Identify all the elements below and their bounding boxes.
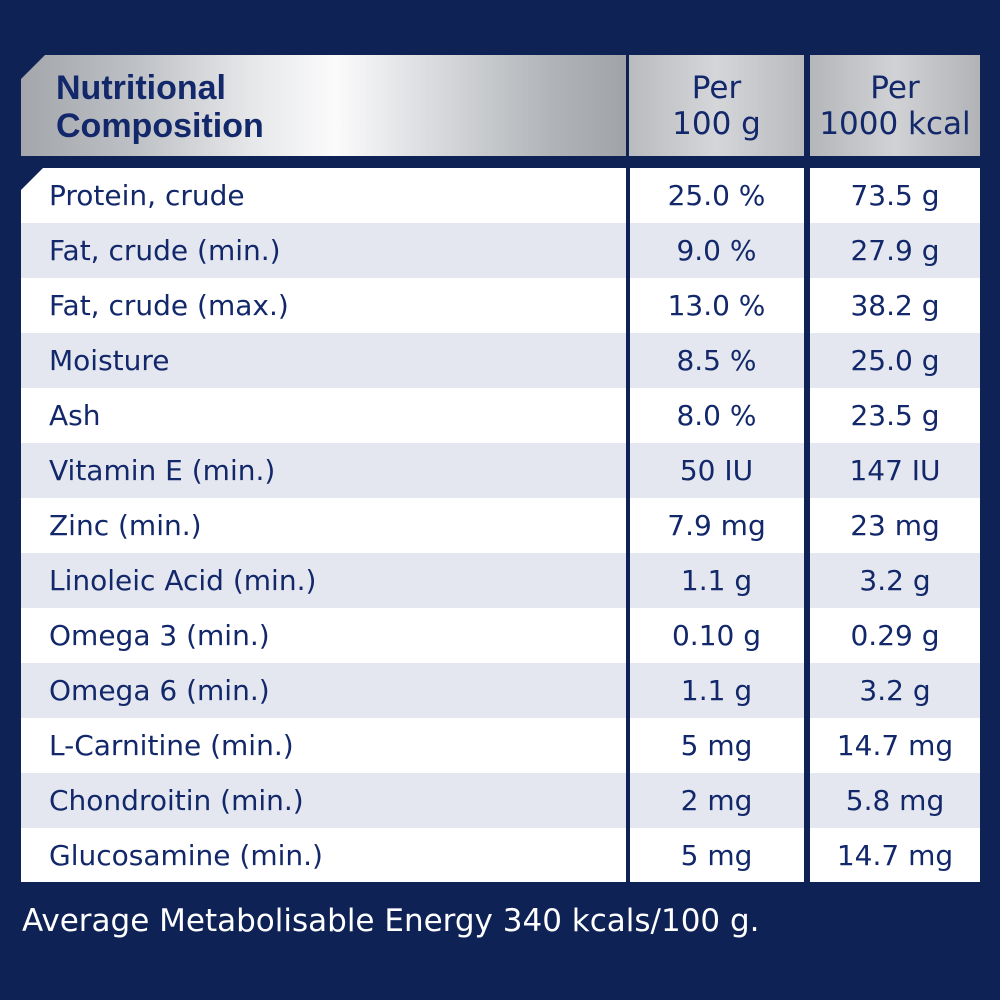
table-row: Linoleic Acid (min.) 1.1 g 3.2 g (21, 553, 980, 608)
nutrient-name: Moisture (49, 344, 170, 377)
table-row: Omega 6 (min.) 1.1 g 3.2 g (21, 663, 980, 718)
nutrient-name: Protein, crude (49, 179, 245, 212)
column-divider (626, 168, 630, 882)
value-per-1000kcal: 23.5 g (850, 399, 940, 432)
value-per-1000kcal: 147 IU (849, 454, 941, 487)
nutrient-name: Vitamin E (min.) (49, 454, 276, 487)
value-per-1000kcal: 5.8 mg (845, 784, 945, 817)
nutrient-name: Linoleic Acid (min.) (49, 564, 317, 597)
value-per-1000kcal: 0.29 g (850, 619, 940, 652)
value-per-100g: 8.0 % (676, 399, 757, 432)
value-per-1000kcal: 23 mg (850, 509, 940, 542)
value-per-1000kcal: 25.0 g (850, 344, 940, 377)
table-row: Vitamin E (min.) 50 IU 147 IU (21, 443, 980, 498)
value-per-100g: 1.1 g (680, 674, 753, 707)
value-per-100g: 7.9 mg (667, 509, 766, 542)
energy-footnote: Average Metabolisable Energy 340 kcals/1… (22, 903, 760, 939)
nutrient-name: Omega 3 (min.) (49, 619, 270, 652)
nutrient-name: Ash (49, 399, 101, 432)
table-row: Chondroitin (min.) 2 mg 5.8 mg (21, 773, 980, 828)
value-per-100g: 50 IU (679, 454, 754, 487)
value-per-100g: 5 mg (680, 729, 753, 762)
header-per100-line2: 100 g (672, 106, 761, 142)
nutrient-name: L-Carnitine (min.) (49, 729, 294, 762)
table-row: Zinc (min.) 7.9 mg 23 mg (21, 498, 980, 553)
nutrient-name: Zinc (min.) (49, 509, 202, 542)
value-per-1000kcal: 14.7 mg (836, 839, 954, 872)
table-row: Omega 3 (min.) 0.10 g 0.29 g (21, 608, 980, 663)
nutrient-name: Omega 6 (min.) (49, 674, 270, 707)
header-per-1000kcal: Per 1000 kcal (810, 55, 980, 156)
value-per-100g: 8.5 % (676, 344, 757, 377)
value-per-1000kcal: 38.2 g (850, 289, 940, 322)
value-per-1000kcal: 3.2 g (859, 564, 931, 597)
header-nutritional-composition: Nutritional Composition (21, 55, 626, 156)
value-per-100g: 1.1 g (680, 564, 753, 597)
value-per-100g: 5 mg (680, 839, 753, 872)
table-row: L-Carnitine (min.) 5 mg 14.7 mg (21, 718, 980, 773)
table-row: Protein, crude 25.0 % 73.5 g (21, 168, 980, 223)
column-divider (804, 168, 810, 882)
value-per-100g: 0.10 g (671, 619, 762, 652)
table-row: Moisture 8.5 % 25.0 g (21, 333, 980, 388)
header-nutrient-line2: Composition (56, 107, 264, 145)
table-row: Fat, crude (max.) 13.0 % 38.2 g (21, 278, 980, 333)
header-per100-line1: Per (691, 70, 742, 106)
table-row: Glucosamine (min.) 5 mg 14.7 mg (21, 828, 980, 882)
value-per-100g: 25.0 % (667, 179, 766, 212)
nutrient-name: Fat, crude (min.) (49, 234, 281, 267)
value-per-1000kcal: 73.5 g (850, 179, 940, 212)
value-per-100g: 9.0 % (676, 234, 757, 267)
nutrient-name: Glucosamine (min.) (49, 839, 323, 872)
nutrient-name: Fat, crude (max.) (49, 289, 289, 322)
table-row: Fat, crude (min.) 9.0 % 27.9 g (21, 223, 980, 278)
nutrition-table: Protein, crude 25.0 % 73.5 g Fat, crude … (21, 168, 980, 882)
nutrient-name: Chondroitin (min.) (49, 784, 304, 817)
header-nutrient-line1: Nutritional (56, 69, 226, 107)
header-per1000-line2: 1000 kcal (819, 106, 971, 142)
value-per-100g: 13.0 % (667, 289, 766, 322)
header-per1000-line1: Per (870, 70, 920, 106)
table-row: Ash 8.0 % 23.5 g (21, 388, 980, 443)
header-per-100g: Per 100 g (629, 55, 804, 156)
value-per-1000kcal: 27.9 g (850, 234, 940, 267)
value-per-1000kcal: 14.7 mg (836, 729, 954, 762)
value-per-1000kcal: 3.2 g (859, 674, 931, 707)
table-header: Nutritional Composition Per 100 g Per 10… (21, 55, 980, 156)
value-per-100g: 2 mg (680, 784, 753, 817)
